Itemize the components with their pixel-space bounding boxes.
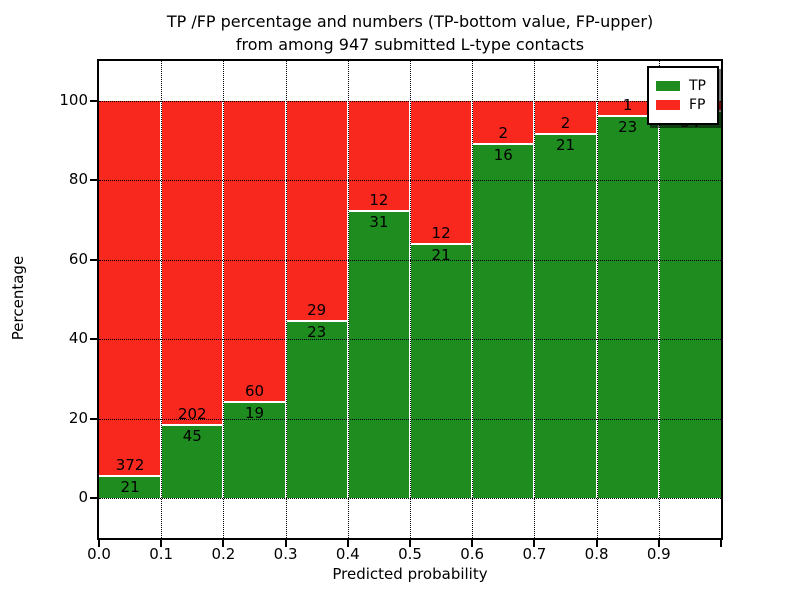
x-axis-label: Predicted probability <box>332 565 488 583</box>
x-tick <box>98 540 100 547</box>
tp-count-label: 19 <box>244 403 265 422</box>
x-tick <box>657 540 660 547</box>
legend-item-fp: FP <box>656 97 711 113</box>
x-tick-label: 0.9 <box>646 545 671 563</box>
fp-bar-segment <box>285 100 348 323</box>
fp-swatch-icon <box>656 100 680 110</box>
fp-count-label: 12 <box>369 190 389 209</box>
chart-title-line1: TP /FP percentage and numbers (TP-bottom… <box>166 12 654 31</box>
fp-bar-segment <box>223 100 286 403</box>
fp-count-label: 1 <box>622 96 633 115</box>
legend-label-fp: FP <box>689 97 706 113</box>
fp-count-label: 2 <box>498 123 509 142</box>
x-tick-label: 0.4 <box>335 545 360 563</box>
h-gridline <box>99 498 721 500</box>
v-gridline <box>285 61 287 538</box>
x-tick <box>533 540 536 547</box>
x-tick <box>222 540 225 547</box>
y-tick <box>90 258 97 261</box>
y-tick <box>90 497 97 500</box>
y-tick-label: 40 <box>68 329 88 348</box>
y-tick <box>90 179 97 182</box>
fp-count-label: 12 <box>431 224 451 243</box>
fp-count-label: 2 <box>560 114 571 133</box>
tp-count-label: 21 <box>555 136 576 155</box>
fp-bar-segment <box>534 100 597 136</box>
v-gridline <box>410 61 411 538</box>
tp-count-label: 21 <box>431 246 451 265</box>
legend-item-tp: TP <box>656 78 711 94</box>
y-tick <box>90 338 97 341</box>
y-tick-label: 20 <box>68 408 88 427</box>
chart-title: TP /FP percentage and numbers (TP-bottom… <box>99 10 721 56</box>
fp-count-label: 372 <box>115 456 145 475</box>
tp-bar-segment <box>534 133 597 499</box>
y-tick <box>90 417 97 420</box>
tp-bar-segment <box>347 209 410 499</box>
x-tick-label: 0.3 <box>273 545 298 563</box>
h-gridline <box>99 100 721 102</box>
x-tick-label: 0.0 <box>87 545 111 563</box>
chart-title-line2: from among 947 submitted L-type contacts <box>235 35 585 54</box>
v-gridline <box>596 61 598 538</box>
tp-bar-segment <box>658 110 721 499</box>
plot-area: TP FP 372 21 202 45 60 19 29 23 12 31 12 21 2 16 2 21 1 2… <box>97 59 723 540</box>
fp-bar-segment <box>596 100 659 118</box>
fp-count-label: 60 <box>244 381 265 400</box>
tp-bar-segment <box>161 423 224 499</box>
x-tick-label: 0.8 <box>584 545 609 563</box>
y-tick-label: 0 <box>78 488 88 507</box>
v-gridline <box>472 61 474 538</box>
tp-count-label: 16 <box>493 145 513 164</box>
fp-bar-segment <box>472 100 535 145</box>
fp-count-label: 29 <box>307 301 327 320</box>
v-gridline <box>658 61 660 538</box>
tp-count-label: 31 <box>369 212 389 231</box>
tp-count-label: 21 <box>120 478 140 497</box>
x-tick-label: 0.5 <box>398 545 422 563</box>
x-tick <box>409 540 411 547</box>
x-tick-label: 0.6 <box>460 545 485 563</box>
x-tick-label: 0.2 <box>211 545 236 563</box>
h-gridline <box>99 418 721 420</box>
v-gridline <box>534 61 536 538</box>
x-tick-label: 0.1 <box>149 545 174 563</box>
tp-bar-segment <box>596 115 659 499</box>
legend-label-tp: TP <box>689 78 706 94</box>
x-tick <box>284 540 287 547</box>
x-tick <box>595 540 598 547</box>
fp-bar-segment <box>99 100 162 478</box>
v-gridline <box>161 61 163 538</box>
x-tick-label: 0.7 <box>522 545 547 563</box>
h-gridline <box>99 180 721 182</box>
tp-bar-segment <box>472 142 535 499</box>
v-gridline <box>223 61 225 538</box>
y-tick-label: 60 <box>68 249 88 268</box>
y-tick <box>90 99 97 102</box>
x-tick <box>471 540 474 547</box>
tp-bar-segment <box>99 475 162 499</box>
tp-swatch-icon <box>656 81 680 91</box>
fp-bar-segment <box>410 100 473 246</box>
h-gridline <box>99 259 721 261</box>
y-axis-label: Percentage <box>9 255 27 341</box>
tp-bar-segment <box>285 320 348 499</box>
tp-count-label: 45 <box>182 426 202 445</box>
fp-bar-segment <box>347 100 410 212</box>
x-tick <box>720 540 722 547</box>
fp-bar-segment <box>161 100 224 426</box>
tp-bar-segment <box>223 400 286 499</box>
y-tick-label: 100 <box>59 90 88 109</box>
h-gridline <box>99 339 721 341</box>
tp-bar-segment <box>410 243 473 499</box>
fp-count-label: 202 <box>177 404 207 423</box>
legend: TP FP <box>647 66 719 125</box>
tp-count-label: 23 <box>618 118 638 137</box>
x-tick <box>160 540 163 547</box>
x-tick <box>346 540 349 547</box>
y-tick-label: 80 <box>68 170 88 189</box>
tp-count-label: 23 <box>307 323 327 342</box>
v-gridline <box>347 61 349 538</box>
